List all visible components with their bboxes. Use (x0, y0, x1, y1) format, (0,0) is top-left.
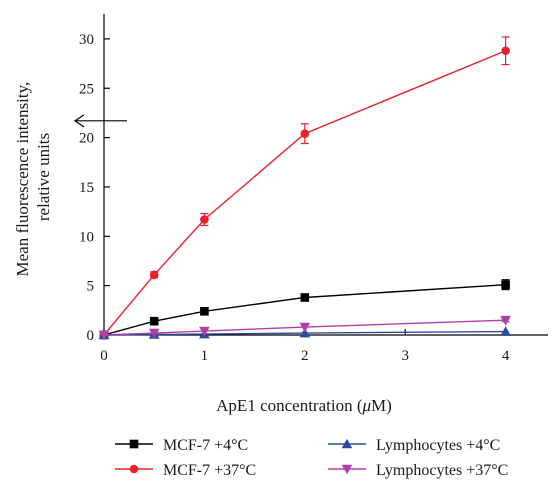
y-tick-label: 30 (79, 32, 94, 48)
annotation-layer (73, 114, 127, 128)
data-point (200, 215, 209, 224)
annotation-arrow (73, 114, 127, 128)
y-tick-label: 25 (79, 81, 94, 97)
legend-item: MCF-7 +4°C (115, 437, 248, 454)
legend-label: Lymphocytes +37°C (376, 462, 508, 479)
y-tick-label: 5 (87, 279, 95, 295)
x-axis-title-mu: μ (362, 396, 372, 415)
data-point (149, 316, 159, 326)
data-point (200, 307, 209, 316)
y-tick-label: 15 (79, 180, 94, 196)
data-point (300, 293, 310, 302)
x-tick-label: 4 (502, 348, 510, 364)
y-tick-label: 0 (87, 328, 95, 344)
legend-item: MCF-7 +37°C (115, 462, 256, 479)
legend-marker (129, 464, 139, 474)
data-point (500, 326, 511, 336)
x-tick-label: 0 (100, 348, 108, 364)
plot-area: 0 5 10 15 20 25 30 0 1 2 3 4 (73, 14, 548, 364)
series-1 (99, 279, 510, 340)
data-point (98, 330, 110, 341)
data-point (299, 327, 311, 338)
legend-label: MCF-7 +37°C (163, 462, 256, 479)
series-4 (98, 315, 511, 341)
x-tick-label: 2 (301, 348, 309, 364)
x-axis-title-main: ApE1 concentration ( (216, 396, 363, 415)
data-point (501, 46, 510, 56)
legend-item: Lymphocytes +37°C (328, 462, 508, 479)
x-tick-label: 3 (401, 348, 409, 364)
legend-marker (341, 438, 353, 449)
legend-marker (341, 464, 353, 475)
legend-item: Lymphocytes +4°C (328, 437, 500, 454)
data-point (149, 270, 159, 280)
legend-label: MCF-7 +4°C (163, 437, 248, 454)
legend-marker (129, 439, 139, 449)
legend: MCF-7 +4°C MCF-7 +37°C Lymphocytes +4°C Lym… (115, 437, 508, 479)
y-axis-title-line-2: relative units (34, 133, 53, 221)
y-axis-title: Mean fluorescence intensity, relative un… (13, 77, 53, 276)
y-tick-label: 10 (79, 229, 94, 245)
x-tick-label: 1 (201, 348, 209, 364)
legend-label: Lymphocytes +4°C (376, 437, 500, 454)
data-point (199, 326, 210, 337)
series-layer (98, 36, 511, 341)
y-tick-label: 20 (79, 131, 94, 147)
data-point (500, 315, 511, 326)
data-point (300, 129, 310, 138)
y-axis-title-line-1: Mean fluorescence intensity, (13, 82, 32, 277)
x-axis-title: ApE1 concentration (μM) (216, 396, 392, 415)
series-2 (99, 36, 510, 340)
data-point (501, 280, 510, 289)
x-axis-title-end: M) (371, 396, 392, 415)
data-point (299, 322, 311, 333)
data-point (148, 328, 160, 339)
y-axis-ticks: 0 5 10 15 20 25 30 (79, 32, 110, 344)
series-line (103, 50, 506, 336)
